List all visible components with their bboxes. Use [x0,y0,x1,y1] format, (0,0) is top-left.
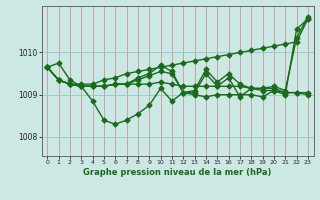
X-axis label: Graphe pression niveau de la mer (hPa): Graphe pression niveau de la mer (hPa) [84,168,272,177]
